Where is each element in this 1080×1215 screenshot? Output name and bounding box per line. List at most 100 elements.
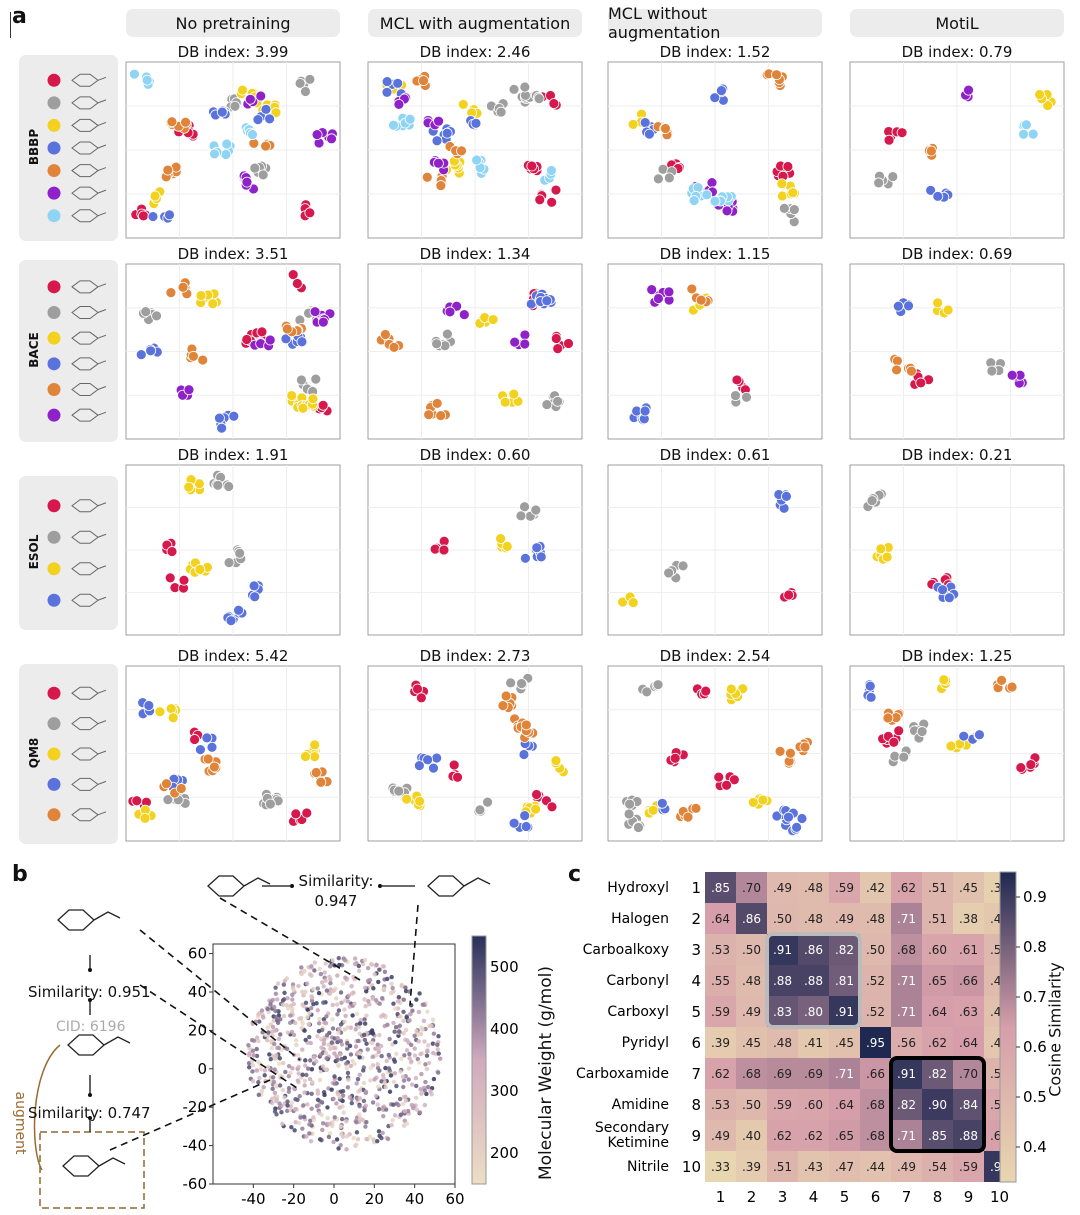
cluster-point: [508, 817, 520, 829]
heatmap-value: .63: [959, 1005, 978, 1019]
tsne-point: [335, 1057, 340, 1063]
tsne-point: [339, 1000, 344, 1005]
tsne-point: [308, 1138, 314, 1144]
cluster-point: [131, 795, 143, 807]
heatmap-value: .49: [835, 912, 854, 926]
tsne-point: [361, 1080, 367, 1086]
tsne-point: [272, 1056, 278, 1061]
tsne-point: [431, 1076, 437, 1082]
heatmap-value: .47: [835, 1160, 854, 1174]
tsne-point: [426, 1060, 432, 1066]
molecule-icon: [71, 357, 107, 371]
cluster-point: [915, 377, 927, 389]
tsne-point: [251, 1038, 257, 1043]
heatmap-value: .64: [711, 912, 730, 926]
tsne-point: [320, 1064, 326, 1069]
cluster-point: [162, 794, 174, 806]
mw-colorbar-tick: 400: [490, 1020, 519, 1038]
heatmap-value: .62: [897, 881, 916, 895]
tsne-point: [400, 1101, 406, 1106]
cluster-point: [721, 779, 732, 791]
heatmap-row-number: 3: [691, 941, 701, 959]
cluster-point: [783, 589, 795, 601]
heatmap-row-number: 4: [691, 972, 701, 990]
tsne-point: [271, 1018, 276, 1023]
tsne-point: [285, 1099, 290, 1104]
tsne-point: [272, 1028, 278, 1033]
tsne-point: [336, 1008, 342, 1013]
y-tick-label: 20: [188, 1021, 207, 1039]
tsne-point: [422, 1088, 427, 1093]
cluster-point: [796, 813, 808, 824]
tsne-point: [293, 1106, 299, 1112]
cluster-point: [422, 754, 434, 766]
tsne-point: [366, 999, 371, 1004]
tsne-point: [275, 981, 281, 986]
tsne-point: [320, 1127, 325, 1133]
tsne-point: [342, 1007, 347, 1012]
tsne-point: [376, 1046, 382, 1051]
tsne-point: [340, 981, 346, 986]
mw-colorbar-tick: 200: [490, 1144, 519, 1162]
tsne-point: [309, 998, 315, 1003]
molecule-icon: [71, 383, 107, 396]
heatmap-cell: [767, 1120, 798, 1151]
cluster-point: [690, 802, 702, 814]
tsne-point: [254, 1046, 259, 1052]
panel-a-scatter-grid: [47, 61, 1065, 842]
heatmap-cell: [798, 1151, 829, 1182]
cluster-point: [701, 189, 713, 201]
cluster-point: [296, 374, 307, 386]
cluster-point: [129, 68, 140, 80]
tsne-point: [293, 1038, 299, 1043]
db-index-title: DB index: 0.61: [659, 446, 771, 464]
tsne-point: [338, 1142, 343, 1148]
heatmap-value: .82: [897, 1098, 916, 1112]
tsne-point: [404, 1048, 410, 1053]
cluster-point: [294, 77, 306, 89]
heatmap-cell: [767, 1027, 798, 1058]
cluster-point: [247, 129, 258, 141]
heatmap-cell: [860, 996, 891, 1027]
tsne-point: [412, 1053, 418, 1058]
cluster-point: [297, 402, 309, 414]
cluster-point: [495, 106, 507, 118]
cluster-point: [663, 286, 675, 298]
tsne-point: [323, 961, 328, 966]
augment-arrow: [33, 1044, 61, 1171]
tsne-point: [295, 1052, 301, 1058]
heatmap-value: .86: [742, 912, 761, 926]
legend-dot: [47, 717, 61, 731]
tsne-point: [357, 1021, 363, 1026]
heatmap-cell: [891, 1151, 922, 1182]
tsne-point: [301, 993, 306, 998]
tsne-point: [246, 1043, 251, 1048]
tsne-point: [401, 1084, 406, 1090]
cluster-point: [495, 533, 506, 545]
cluster-point: [785, 747, 796, 759]
tsne-point: [417, 991, 422, 996]
tsne-point: [425, 1009, 430, 1014]
tsne-point: [345, 1025, 350, 1030]
tsne-point: [392, 1006, 398, 1011]
tsne-point: [305, 1066, 311, 1071]
tsne-point: [315, 1091, 321, 1096]
tsne-point: [404, 1015, 409, 1020]
cluster-point: [519, 501, 530, 513]
tsne-point: [300, 1019, 305, 1025]
cluster-point: [888, 736, 900, 748]
cluster-point: [633, 822, 644, 833]
heatmap-col-label: 9: [964, 1188, 974, 1206]
heatmap-value: .82: [835, 943, 854, 957]
tsne-point: [315, 1008, 320, 1013]
tsne-point: [285, 1103, 290, 1108]
panel-b-label: b: [12, 862, 28, 887]
molecule-icon: [71, 530, 107, 544]
heatmap-cell: [891, 1058, 922, 1089]
tsne-point: [246, 1065, 252, 1070]
x-tick-label: 60: [445, 1190, 464, 1208]
heatmap-cell: [922, 1089, 953, 1120]
tsne-point: [338, 1052, 343, 1057]
cluster-point: [220, 149, 232, 160]
tsne-point: [394, 1083, 399, 1089]
